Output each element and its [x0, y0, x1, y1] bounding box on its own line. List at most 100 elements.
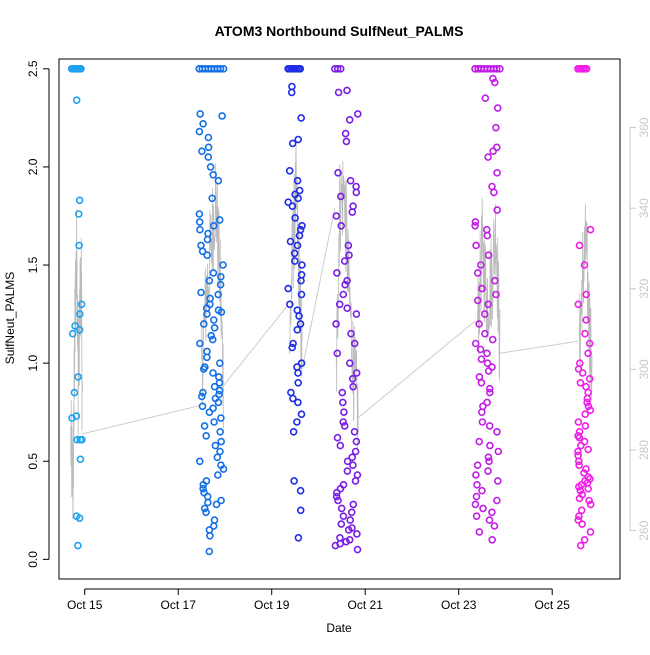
x-tick-label: Oct 25 — [535, 598, 571, 612]
data-point — [212, 500, 221, 509]
data-point — [218, 112, 226, 120]
data-point — [196, 225, 204, 234]
data-point — [586, 500, 595, 509]
data-point — [287, 388, 295, 397]
data-point — [348, 453, 357, 462]
data-point — [297, 410, 306, 419]
data-point — [475, 437, 484, 446]
data-point — [293, 418, 301, 426]
data-point — [198, 392, 206, 401]
data-point — [199, 365, 208, 373]
data-point — [471, 218, 480, 226]
data-point — [582, 316, 591, 324]
data-point — [296, 320, 305, 328]
data-point — [298, 222, 306, 230]
data-point — [331, 541, 340, 550]
data-point — [334, 169, 342, 177]
data-point — [486, 441, 494, 450]
data-point — [204, 133, 213, 142]
data-point — [295, 231, 304, 240]
data-point — [294, 533, 303, 542]
data-point — [196, 110, 204, 118]
data-point — [492, 143, 501, 152]
data-point — [578, 520, 586, 528]
data-point — [575, 512, 583, 521]
data-point — [288, 82, 296, 91]
data-point — [214, 471, 222, 479]
data-point — [296, 486, 305, 495]
data-point — [474, 65, 483, 73]
data-point — [484, 453, 493, 462]
data-point — [199, 480, 208, 489]
data-point — [471, 339, 480, 348]
data-point — [217, 272, 225, 281]
data-point — [584, 402, 593, 411]
data-point — [485, 457, 493, 466]
data-point — [352, 188, 361, 197]
data-point — [70, 388, 79, 397]
data-point — [352, 369, 361, 377]
data-point — [73, 435, 81, 444]
data-point — [76, 435, 84, 444]
data-point — [351, 477, 360, 485]
data-point — [334, 88, 343, 97]
data-point — [344, 241, 353, 250]
data-point — [575, 241, 584, 250]
data-point — [286, 237, 295, 246]
data-point — [210, 316, 218, 324]
data-point — [484, 251, 493, 259]
data-point — [206, 531, 214, 540]
data-point — [338, 388, 347, 397]
data-point — [344, 526, 353, 534]
data-point — [336, 533, 344, 542]
data-point — [293, 363, 301, 371]
y2-tick-label: 260 — [637, 520, 650, 540]
data-point — [343, 86, 351, 95]
data-point — [216, 359, 224, 368]
data-point — [198, 147, 206, 155]
data-point — [352, 437, 361, 446]
data-point — [297, 114, 306, 122]
data-point — [472, 241, 480, 250]
data-point — [488, 508, 496, 517]
y2-tick-label: 340 — [637, 198, 650, 218]
data-point — [477, 355, 486, 364]
data-point — [208, 335, 217, 344]
data-point — [493, 427, 501, 436]
data-point — [210, 382, 219, 391]
altitude-connector-line — [301, 208, 336, 370]
data-point — [200, 422, 209, 430]
data-point — [294, 135, 303, 144]
data-point — [575, 433, 584, 442]
data-point — [217, 308, 226, 316]
data-point — [485, 388, 494, 397]
data-point — [345, 359, 354, 368]
data-point — [343, 467, 352, 475]
data-point — [479, 504, 487, 513]
data-point — [215, 386, 224, 395]
data-point — [337, 222, 346, 230]
data-point — [298, 261, 306, 269]
data-point — [209, 369, 217, 377]
altitude-trace — [289, 140, 303, 378]
y-tick-label: 0.0 — [26, 551, 40, 568]
y2-tick-label: 320 — [637, 278, 650, 298]
data-point — [475, 320, 483, 328]
data-point — [584, 484, 593, 493]
data-point — [219, 261, 227, 269]
data-point — [343, 304, 352, 313]
data-point — [72, 96, 81, 104]
data-point — [216, 280, 225, 289]
data-point — [348, 208, 357, 216]
data-point — [580, 261, 589, 269]
data-point — [472, 512, 481, 521]
data-point — [215, 216, 224, 224]
data-point — [582, 465, 590, 473]
data-point — [574, 447, 582, 456]
data-point — [343, 276, 351, 285]
data-point — [210, 418, 218, 426]
data-point — [480, 310, 489, 318]
data-point — [217, 437, 225, 446]
data-point — [576, 378, 585, 387]
data-point — [488, 535, 497, 544]
